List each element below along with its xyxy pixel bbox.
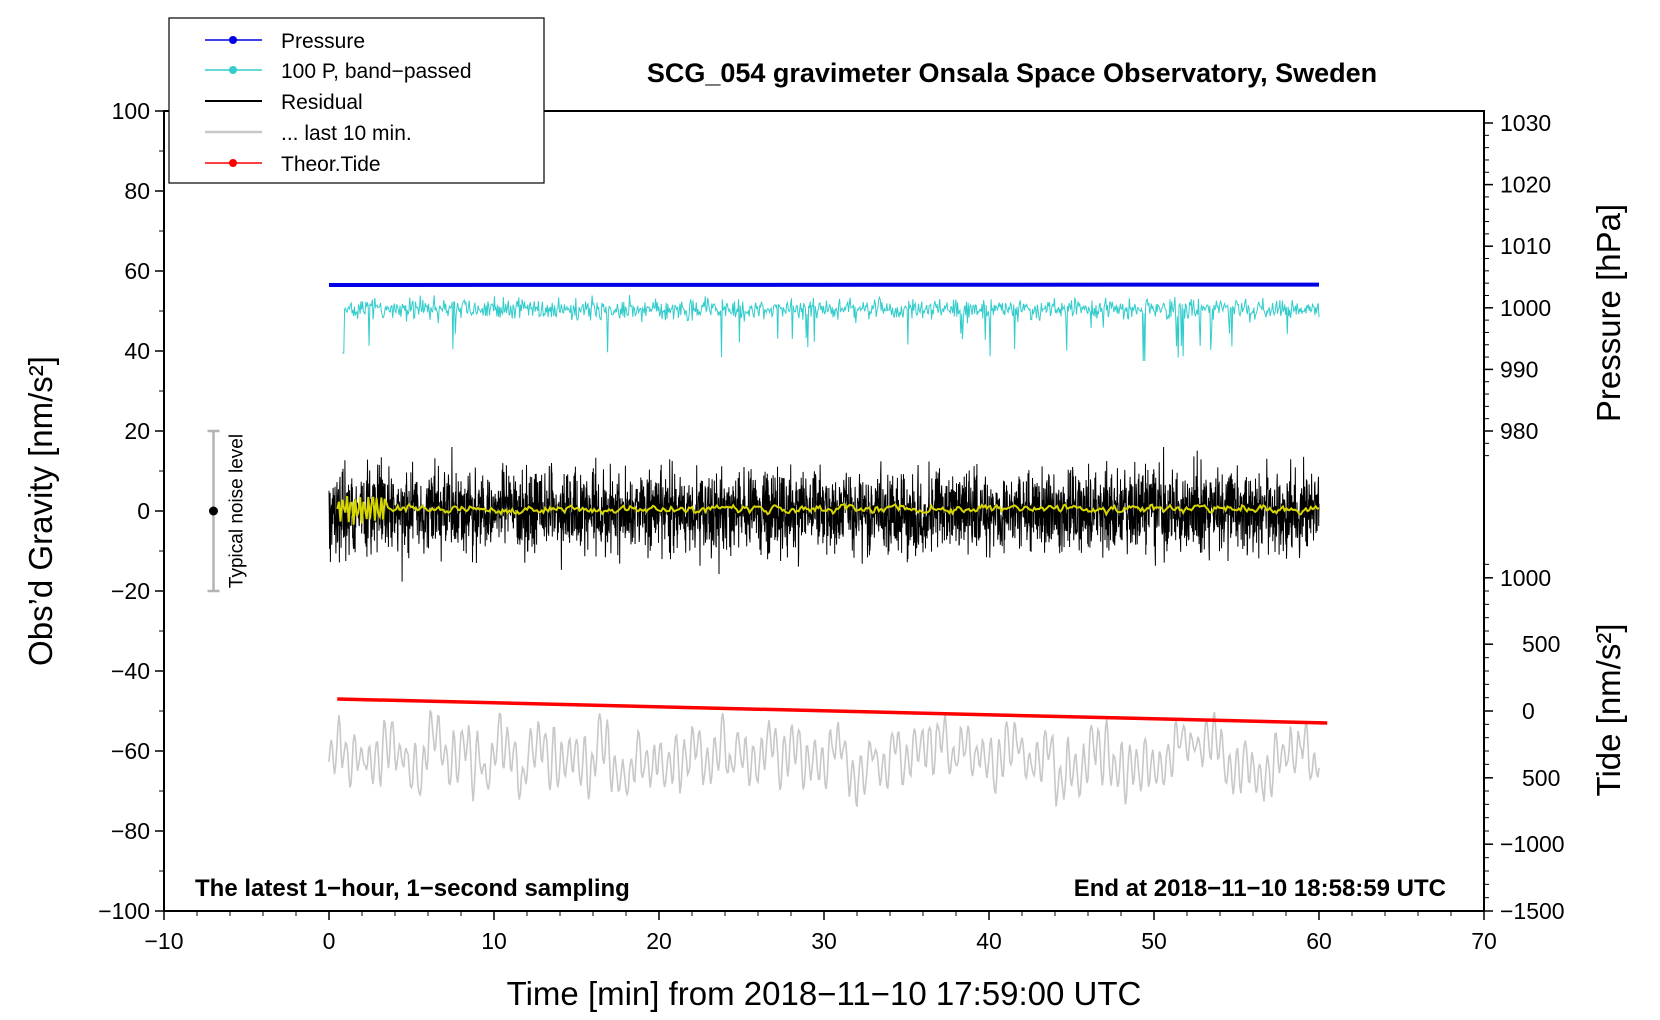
- legend-label-residual: Residual: [281, 91, 363, 114]
- x-tick-label: 70: [1471, 928, 1497, 954]
- tide-tick-label: 1000: [1500, 565, 1551, 591]
- tide-tick-label: 500: [1522, 765, 1560, 791]
- x-tick-label: −10: [144, 928, 183, 954]
- series-theor-tide: [337, 697, 1328, 725]
- tide-tick-label: 500: [1522, 631, 1560, 657]
- tide-tick-label: 0: [1522, 698, 1535, 724]
- legend-marker-pressure: [229, 36, 237, 44]
- legend: Pressure 100 P, band−passed Residual ...…: [168, 17, 545, 184]
- ticks-layer: −10 0 10 20 30 40 50 60 70−100−80−60−40−20020406…: [98, 98, 1564, 954]
- tide-tick-label: −1000: [1500, 831, 1565, 857]
- chart-title: SCG_054 gravimeter Onsala Space Observat…: [647, 58, 1377, 88]
- y-tick-label: 100: [112, 98, 150, 124]
- series-residual: [328, 446, 1320, 582]
- x-tick-label: 0: [323, 928, 336, 954]
- y-tick-label: −100: [98, 898, 150, 924]
- legend-marker-bandpassed: [229, 66, 237, 74]
- y-tick-label: −80: [111, 818, 150, 844]
- noise-bar-label: Typical noise level: [227, 434, 248, 588]
- pressure-tick-label: 1000: [1500, 295, 1551, 321]
- x-tick-label: 20: [646, 928, 672, 954]
- series-last-10-min: [328, 710, 1320, 807]
- series-layer: [328, 282, 1328, 807]
- y-tick-label: −20: [111, 578, 150, 604]
- pressure-tick-label: 980: [1500, 418, 1538, 444]
- x-tick-label: 40: [976, 928, 1002, 954]
- legend-label-tide: Theor.Tide: [281, 153, 381, 176]
- legend-label-bandpassed: 100 P, band−passed: [281, 60, 472, 83]
- pressure-tick-label: 1020: [1500, 172, 1551, 198]
- legend-marker-tide: [229, 159, 237, 167]
- y-tick-label: −60: [111, 738, 150, 764]
- y-tick-label: 60: [124, 258, 150, 284]
- legend-label-last10: ... last 10 min.: [281, 122, 412, 145]
- x-tick-label: 30: [811, 928, 837, 954]
- annotation-sampling: The latest 1−hour, 1−second sampling: [195, 875, 630, 902]
- y-tick-label: 80: [124, 178, 150, 204]
- noise-bar-center: [209, 506, 218, 516]
- pressure-tick-label: 1010: [1500, 233, 1551, 259]
- legend-label-pressure: Pressure: [281, 30, 365, 53]
- y-tick-label: 20: [124, 418, 150, 444]
- noise-bar: Typical noise level: [207, 429, 248, 593]
- x-axis-title: Time [min] from 2018−11−10 17:59:00 UTC: [507, 975, 1142, 1012]
- y-axis-title-left: Obs’d Gravity [nm/s²]: [22, 356, 59, 666]
- x-tick-label: 10: [481, 928, 507, 954]
- y-axis-title-pressure: Pressure [hPa]: [1590, 204, 1627, 422]
- series-bandpassed-pressure: [342, 295, 1320, 362]
- tide-tick-label: −1500: [1500, 898, 1565, 924]
- y-tick-label: 0: [137, 498, 150, 524]
- annotation-end-time: End at 2018−11−10 18:58:59 UTC: [1074, 875, 1446, 902]
- y-tick-label: 40: [124, 338, 150, 364]
- y-tick-label: −40: [111, 658, 150, 684]
- x-tick-label: 50: [1141, 928, 1167, 954]
- series-smoothed-residual: [336, 495, 1320, 525]
- pressure-tick-label: 1030: [1500, 110, 1551, 136]
- x-tick-label: 60: [1306, 928, 1332, 954]
- y-axis-title-tide: Tide [nm/s²]: [1590, 624, 1627, 797]
- pressure-tick-label: 990: [1500, 356, 1538, 382]
